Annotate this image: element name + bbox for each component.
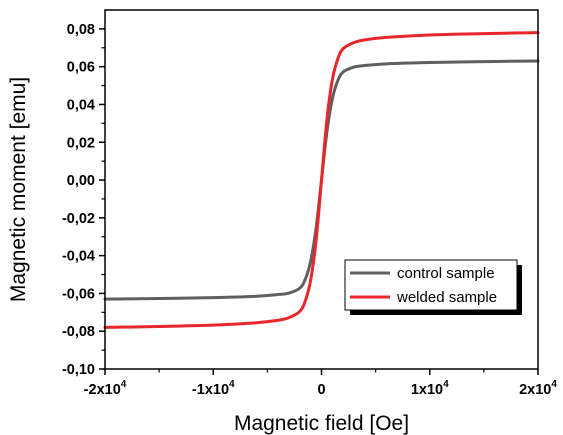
x-tick-label: 1x104 (411, 379, 449, 398)
series-layer (103, 31, 540, 329)
x-tick-label: 0 (317, 382, 325, 398)
x-tick-label: 2x104 (519, 379, 557, 398)
y-tick-label: -0,10 (62, 362, 95, 378)
x-tick-label: -2x104 (84, 379, 127, 398)
y-tick-label: 0,04 (67, 97, 95, 113)
legend-box (344, 259, 518, 311)
legend-label: welded sample (396, 289, 497, 306)
y-tick-label: -0,04 (62, 249, 95, 265)
y-tick-label: 0,02 (67, 135, 95, 151)
x-axis-title: Magnetic field [Oe] (234, 412, 409, 435)
y-tick-label: 0,08 (67, 22, 95, 38)
y-tick-label: 0,00 (67, 173, 95, 189)
ticks-layer: -0,10 -0,08 -0,06 -0,04 -0,02 0,00 0,02 0,04 0,0… (62, 22, 557, 398)
x-tick-label: -1x104 (192, 379, 235, 398)
legend: control sample welded sample (344, 259, 522, 315)
y-tick-label: 0,06 (67, 60, 95, 76)
legend-label: control sample (397, 265, 495, 282)
y-axis-title: Magnetic moment [emu] (7, 77, 30, 302)
series-line-welded (103, 31, 540, 329)
y-tick-label: -0,08 (62, 324, 95, 340)
y-tick-label: -0,06 (62, 286, 95, 302)
y-tick-label: -0,02 (62, 211, 95, 227)
